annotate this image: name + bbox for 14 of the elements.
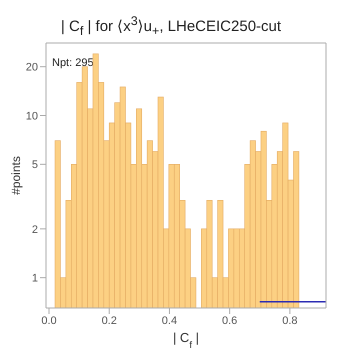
y-tick-label: 1 xyxy=(32,272,38,285)
y-axis-title: #points xyxy=(9,156,23,195)
x-axis-title: | C$_{f}$ | xyxy=(172,330,200,350)
x-tick-label: 0.4 xyxy=(162,314,178,327)
x-tick-label: 0.0 xyxy=(41,314,57,327)
x-tick-label: 0.8 xyxy=(282,314,298,327)
x-tick-label: 0.2 xyxy=(102,314,117,327)
y-tick-label: 20 xyxy=(26,62,38,74)
chart-title: | C$_{f}$ | for ⟨x$^{3}$⟩u$_{+}$, LHeCEIC250-cut xyxy=(60,13,282,38)
y-tick-label: 10 xyxy=(26,110,38,122)
y-tick-label: 2 xyxy=(32,224,38,236)
y-tick-label: 5 xyxy=(32,159,38,172)
x-tick-label: 0.6 xyxy=(222,314,238,327)
annotation: Npt: 295 xyxy=(52,57,94,69)
